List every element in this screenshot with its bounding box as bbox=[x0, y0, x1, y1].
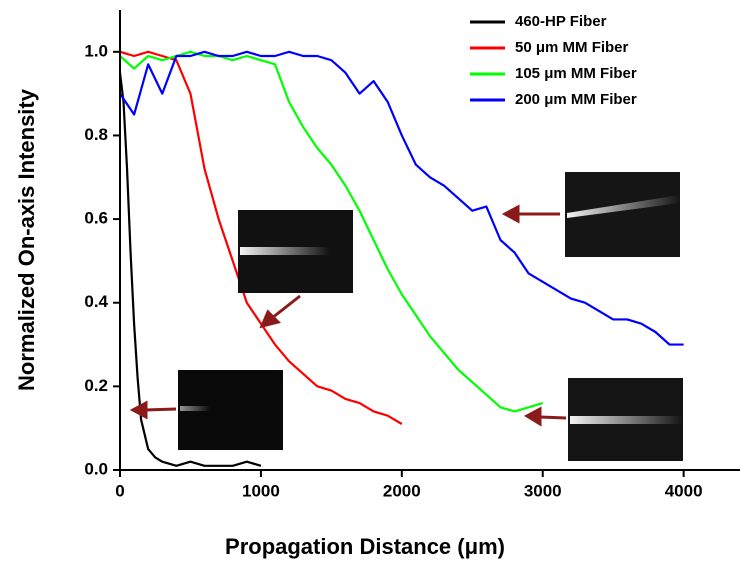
arrow bbox=[144, 407, 177, 412]
x-tick-label: 3000 bbox=[524, 481, 562, 500]
y-tick-label: 0.8 bbox=[84, 125, 108, 144]
data-line bbox=[119, 50, 403, 425]
inset-streak bbox=[570, 416, 683, 424]
y-axis-title: Normalized On-axis Intensity bbox=[14, 88, 39, 391]
y-tick-label: 0.2 bbox=[84, 376, 108, 395]
y-tick-label: 0.4 bbox=[84, 292, 108, 311]
inset-streak bbox=[180, 406, 210, 411]
x-tick-label: 4000 bbox=[665, 481, 703, 500]
x-tick-label: 0 bbox=[115, 481, 124, 500]
arrow-head bbox=[259, 309, 281, 329]
legend-label: 50 μm MM Fiber bbox=[515, 39, 629, 56]
arrow-head bbox=[129, 400, 148, 420]
y-tick-label: 0.6 bbox=[84, 209, 108, 228]
inset-streak bbox=[240, 247, 330, 255]
legend-label: 105 μm MM Fiber bbox=[515, 65, 637, 82]
legend-label: 200 μm MM Fiber bbox=[515, 91, 637, 108]
data-line bbox=[118, 72, 262, 467]
insets bbox=[129, 172, 683, 461]
data-line bbox=[119, 50, 544, 413]
arrow-head bbox=[523, 406, 542, 427]
x-tick-label: 2000 bbox=[383, 481, 421, 500]
x-tick-label: 1000 bbox=[242, 481, 280, 500]
y-tick-label: 1.0 bbox=[84, 41, 108, 60]
data-line bbox=[119, 50, 684, 346]
inset-streak bbox=[567, 195, 680, 218]
legend-label: 460-HP Fiber bbox=[515, 13, 607, 30]
x-axis-title: Propagation Distance (μm) bbox=[225, 534, 505, 559]
arrow bbox=[539, 415, 567, 420]
arrow-head bbox=[501, 204, 520, 224]
arrows bbox=[129, 204, 567, 427]
y-tick-label: 0.0 bbox=[84, 459, 108, 478]
arrow bbox=[271, 294, 301, 320]
